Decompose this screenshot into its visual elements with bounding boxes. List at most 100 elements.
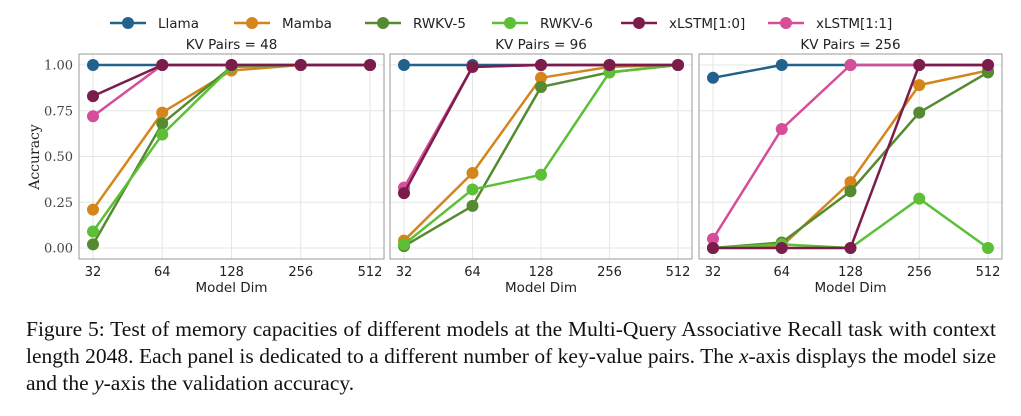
data-point [982,59,994,71]
data-point [87,238,99,251]
panels: KV Pairs = 48 0.00 0.25 0.50 0.75 1.00 32 64 128… [44,37,1003,296]
legend-item-llama: Llama [110,16,199,32]
x-axis-label: Model Dim [195,280,267,296]
series-xlstm-1-0 [398,59,684,200]
data-point [364,59,376,71]
data-point [913,106,926,119]
data-point [156,128,169,141]
data-point [535,59,547,71]
caption-text: Test of memory capacities of different m… [26,317,996,368]
data-point [603,59,616,71]
x-tick-label: 64 [773,265,790,280]
caption-end: -axis the validation accuracy. [103,371,355,395]
data-point [775,242,788,254]
x-tick-label: 128 [219,265,244,280]
data-point [913,59,926,71]
caption-x-var: x [738,344,749,368]
panel-title: KV Pairs = 256 [800,37,900,53]
plot-frame [389,53,693,260]
data-point [707,71,719,84]
data-point [535,71,547,84]
data-point [87,110,99,123]
plot-frame [698,53,1003,260]
x-tick-label: 32 [396,265,413,280]
y-tick-label: 0.75 [44,104,73,119]
y-tick-label: 1.00 [44,59,73,74]
legend-label: xLSTM[1:0] [669,16,745,32]
x-tick-label: 32 [705,265,722,280]
legend-marker [246,17,258,29]
data-point [87,203,99,216]
data-point [707,242,719,254]
x-tick-label: 256 [597,265,622,280]
data-point [844,185,857,198]
caption-label: Figure 5: [26,317,105,341]
panel-2: KV Pairs = 96 32 64 128 256 512 Model Dim [389,37,693,296]
y-tick-label: 0.50 [44,150,73,165]
x-axis-label: Model Dim [814,280,886,296]
data-point [672,59,684,71]
caption-y-var: y [94,371,104,395]
data-point [775,123,788,136]
x-tick-label: 32 [85,265,102,280]
panel-1: KV Pairs = 48 0.00 0.25 0.50 0.75 1.00 32 64 128… [44,37,385,296]
x-tick-label: 128 [838,265,863,280]
data-point [87,225,99,238]
y-tick-label: 0.00 [44,242,73,257]
data-point [913,79,926,92]
data-point [398,238,410,251]
caption-mid: -axis displays the model size and the [26,344,996,395]
data-point [466,183,479,196]
legend-label: RWKV-5 [413,16,466,32]
legend-marker [780,17,792,29]
data-point [535,80,547,93]
legend-label: Mamba [282,16,332,32]
data-point [775,59,788,71]
x-tick-label: 64 [464,265,481,280]
data-point [156,59,169,71]
data-point [87,90,99,103]
legend-label: Llama [158,16,199,32]
legend-marker [377,17,389,29]
legend-item-rwkv-5: RWKV-5 [365,16,466,32]
data-point [844,176,857,189]
data-point [844,59,857,71]
x-tick-label: 128 [529,265,554,280]
y-tick-label: 0.25 [44,196,73,211]
x-tick-label: 512 [358,265,383,280]
data-point [844,242,857,254]
data-point [466,60,479,73]
data-point [156,106,169,119]
panel-3: KV Pairs = 256 32 64 128 256 512 Model Dim [698,37,1003,296]
x-tick-label: 256 [288,265,313,280]
legend-item-xlstm-1-0: xLSTM[1:0] [621,16,745,32]
legend-item-mamba: Mamba [234,16,332,32]
legend-marker [504,17,516,29]
x-axis-label: Model Dim [505,280,577,296]
x-tick-label: 256 [907,265,932,280]
data-point [535,168,547,181]
legend-label: RWKV-6 [540,16,593,32]
panel-title: KV Pairs = 48 [186,37,278,53]
legend-label: xLSTM[1:1] [816,16,892,32]
x-tick-label: 512 [976,265,1001,280]
data-point [156,117,169,130]
figure-caption: Figure 5: Test of memory capacities of d… [26,316,996,397]
data-point [707,232,719,245]
data-point [398,59,410,71]
legend: Llama Mamba RWKV-5 RWKV-6 xLSTM[1:0] xLSTM[1:… [110,16,892,32]
data-point [466,166,479,179]
panel-title: KV Pairs = 96 [495,37,587,53]
plot-frame [78,53,385,260]
data-point [225,59,238,71]
data-point [87,59,99,71]
figure: Llama Mamba RWKV-5 RWKV-6 xLSTM[1:0] xLSTM[1:… [27,16,1003,296]
x-tick-label: 512 [666,265,691,280]
legend-marker [633,17,645,29]
series-xlstm-1-0 [87,59,376,103]
data-point [294,59,307,71]
data-point [913,192,926,205]
y-axis-label: Accuracy [27,124,43,191]
data-point [982,242,994,254]
data-point [398,187,410,200]
